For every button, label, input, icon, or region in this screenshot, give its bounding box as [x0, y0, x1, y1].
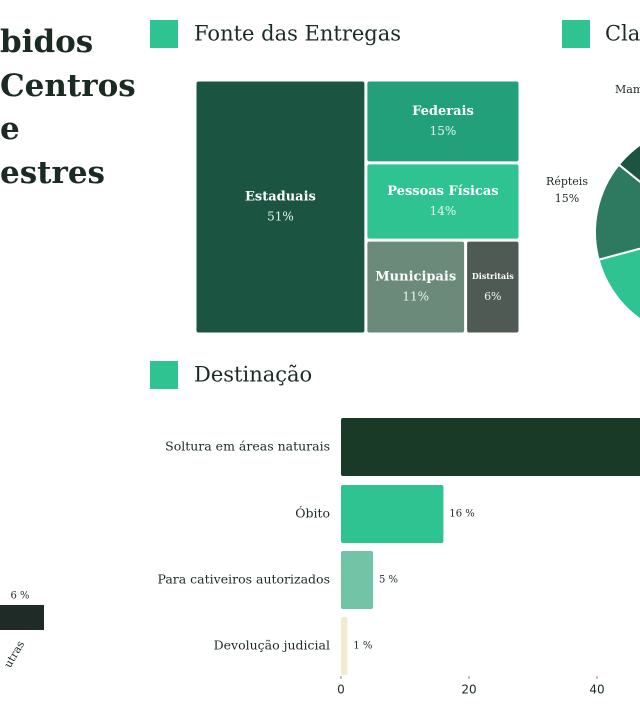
value-label: 6 %	[10, 590, 29, 601]
x-tick-label: 20	[461, 683, 476, 697]
section-title: Cla	[605, 22, 640, 46]
treemap-cell	[196, 81, 365, 333]
x-tick-label: 40	[589, 683, 604, 697]
treemap-cell	[367, 81, 519, 162]
slice-value: 15%	[555, 192, 579, 205]
x-tick-label: utras	[1, 638, 27, 670]
cell-label: Distritais	[472, 271, 514, 281]
bar	[0, 604, 44, 630]
treemap-cell	[367, 164, 519, 239]
title-line: estres	[0, 155, 105, 191]
section-marker	[150, 20, 178, 48]
section-marker	[562, 20, 590, 48]
section-marker	[150, 361, 178, 389]
title-line: e	[0, 111, 20, 147]
value-label: 1 %	[353, 641, 372, 652]
value-label: 5 %	[379, 575, 398, 586]
category-label: Para cativeiros autorizados	[157, 572, 330, 587]
treemap-cell	[467, 241, 519, 333]
category-label: Devolução judicial	[214, 638, 330, 653]
title-line: Centros	[0, 68, 136, 104]
cell-value: 14%	[430, 204, 457, 218]
slice-label: Répteis	[546, 175, 588, 188]
cell-value: 11%	[402, 290, 429, 304]
category-label: Óbito	[295, 505, 330, 521]
cell-label: Pessoas Físicas	[387, 184, 498, 199]
section-title: Destinação	[194, 363, 312, 387]
cell-label: Estaduais	[245, 190, 316, 205]
bar	[341, 551, 373, 609]
bar	[341, 485, 444, 543]
bar	[341, 617, 348, 675]
cell-label: Federais	[412, 104, 474, 119]
value-label: 16 %	[449, 509, 474, 520]
x-tick-label: 0	[337, 683, 345, 697]
pie-slice	[597, 247, 640, 321]
slice-label: Mam	[615, 83, 640, 96]
pie-slice	[594, 163, 640, 261]
bar	[341, 418, 640, 476]
category-label: Soltura em áreas naturais	[165, 439, 330, 454]
cell-label: Municipais	[375, 270, 456, 285]
title-line: bidos	[0, 24, 93, 60]
cell-value: 51%	[267, 210, 294, 224]
cell-value: 15%	[430, 124, 457, 138]
cell-value: 6%	[484, 290, 501, 303]
section-title: Fonte das Entregas	[194, 22, 401, 46]
treemap-cell	[367, 241, 465, 333]
